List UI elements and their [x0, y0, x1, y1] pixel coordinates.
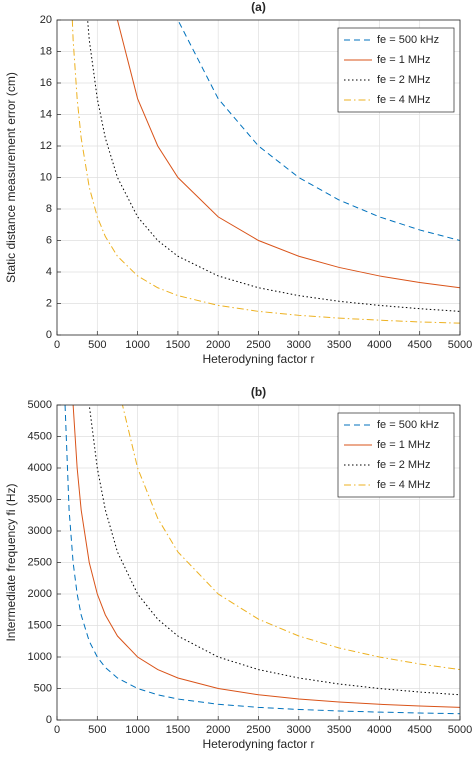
x-tick-label: 2000 — [206, 724, 230, 736]
x-tick-label: 5000 — [448, 339, 472, 351]
y-tick-label: 20 — [40, 14, 52, 26]
legend-label: fe = 2 MHz — [377, 459, 431, 471]
legend-label: fe = 2 MHz — [377, 74, 431, 86]
y-tick-label: 2500 — [28, 556, 52, 568]
y-tick-label: 4500 — [28, 430, 52, 442]
y-axis-label: Intermediate frequency fi (Hz) — [4, 483, 18, 641]
series-line — [72, 405, 460, 708]
x-axis-label: Heterodyning factor r — [202, 737, 314, 751]
x-tick-label: 0 — [54, 724, 60, 736]
x-tick-label: 3000 — [287, 724, 311, 736]
y-tick-label: 3500 — [28, 493, 52, 505]
x-tick-label: 3500 — [327, 724, 351, 736]
legend-label: fe = 4 MHz — [377, 479, 431, 491]
y-tick-label: 4000 — [28, 462, 52, 474]
series-line — [87, 20, 460, 312]
axes-box — [56, 19, 461, 336]
legend-label: fe = 4 MHz — [377, 94, 431, 106]
y-tick-label: 5000 — [28, 399, 52, 411]
legend-label: fe = 500 kHz — [377, 34, 439, 46]
y-tick-label: 18 — [40, 45, 52, 57]
y-tick-label: 10 — [40, 171, 52, 183]
y-tick-label: 8 — [46, 203, 52, 215]
x-tick-label: 1000 — [125, 724, 149, 736]
x-tick-label: 500 — [88, 339, 106, 351]
y-tick-label: 14 — [40, 108, 52, 120]
x-tick-label: 1500 — [166, 724, 190, 736]
x-tick-label: 1500 — [166, 339, 190, 351]
x-tick-label: 3000 — [287, 339, 311, 351]
x-tick-label: 4000 — [367, 724, 391, 736]
y-tick-label: 16 — [40, 77, 52, 89]
y-tick-label: 1500 — [28, 619, 52, 631]
y-tick-label: 1000 — [28, 651, 52, 663]
x-tick-label: 5000 — [448, 724, 472, 736]
plot-lines — [71, 20, 460, 324]
y-axis-label: Static distance measurement error (cm) — [4, 72, 18, 283]
x-tick-label: 2500 — [246, 724, 270, 736]
y-tick-label: 4 — [46, 266, 52, 278]
x-tick-label: 1000 — [125, 339, 149, 351]
x-tick-label: 2500 — [246, 339, 270, 351]
x-tick-label: 4500 — [407, 724, 431, 736]
chart-title: (a) — [251, 0, 266, 14]
legend-label: fe = 1 MHz — [377, 439, 431, 451]
y-tick-label: 2000 — [28, 588, 52, 600]
x-tick-label: 4000 — [367, 339, 391, 351]
x-tick-label: 2000 — [206, 339, 230, 351]
y-tick-label: 6 — [46, 234, 52, 246]
y-tick-label: 2 — [46, 297, 52, 309]
legend-box — [337, 27, 455, 113]
legend-label: fe = 1 MHz — [377, 54, 431, 66]
series-line — [177, 20, 460, 241]
plot-lines — [64, 405, 460, 715]
x-tick-label: 500 — [88, 724, 106, 736]
y-tick-label: 500 — [34, 682, 52, 694]
axes-box — [56, 404, 461, 721]
y-tick-label: 12 — [40, 140, 52, 152]
series-line — [116, 20, 460, 289]
chart-title: (b) — [251, 385, 266, 399]
y-tick-label: 0 — [46, 329, 52, 341]
y-tick-label: 3000 — [28, 525, 52, 537]
y-tick-label: 0 — [46, 714, 52, 726]
series-line — [71, 20, 460, 324]
series-line — [64, 405, 460, 715]
series-line — [121, 405, 460, 671]
x-axis-label: Heterodyning factor r — [202, 352, 314, 366]
x-tick-label: 3500 — [327, 339, 351, 351]
legend-box — [337, 412, 455, 498]
x-tick-label: 0 — [54, 339, 60, 351]
legend-label: fe = 500 kHz — [377, 419, 439, 431]
x-tick-label: 4500 — [407, 339, 431, 351]
